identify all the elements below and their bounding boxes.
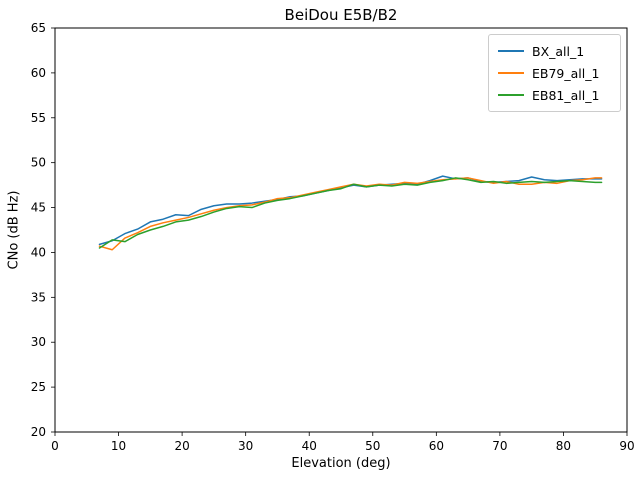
x-tick-label: 20 xyxy=(174,439,189,453)
legend-label: EB81_all_1 xyxy=(532,87,600,103)
legend-line-swatch xyxy=(498,94,524,96)
y-tick-label: 40 xyxy=(31,245,46,259)
legend: BX_all_1 EB79_all_1 EB81_all_1 xyxy=(488,34,621,112)
legend-line-swatch xyxy=(498,50,524,52)
series-line-BX_all_1 xyxy=(98,175,603,246)
y-tick-label: 20 xyxy=(31,425,46,439)
chart-title: BeiDou E5B/B2 xyxy=(284,6,398,24)
x-tick-label: 0 xyxy=(51,439,59,453)
x-tick-label: 40 xyxy=(302,439,317,453)
legend-entry: BX_all_1 xyxy=(498,40,610,62)
legend-entry: EB81_all_1 xyxy=(498,84,610,106)
x-tick-label: 90 xyxy=(619,439,634,453)
series-line-EB79_all_1 xyxy=(98,177,603,251)
x-axis-label: Elevation (deg) xyxy=(291,456,391,471)
y-tick-label: 50 xyxy=(31,156,46,170)
series-line-EB81_all_1 xyxy=(98,177,603,249)
legend-entry: EB79_all_1 xyxy=(498,62,610,84)
x-tick-label: 80 xyxy=(556,439,571,453)
y-tick-label: 55 xyxy=(31,111,46,125)
x-tick-label: 70 xyxy=(492,439,507,453)
x-tick-label: 60 xyxy=(429,439,444,453)
x-tick-label: 30 xyxy=(238,439,253,453)
y-tick-label: 45 xyxy=(31,201,46,215)
x-tick-label: 50 xyxy=(365,439,380,453)
y-tick-label: 35 xyxy=(31,290,46,304)
y-tick-label: 65 xyxy=(31,21,46,35)
y-tick-label: 30 xyxy=(31,335,46,349)
y-tick-label: 25 xyxy=(31,380,46,394)
legend-line-swatch xyxy=(498,72,524,74)
legend-label: EB79_all_1 xyxy=(532,65,600,81)
axes-frame xyxy=(54,27,628,433)
legend-label: BX_all_1 xyxy=(532,43,585,59)
x-tick-label: 10 xyxy=(111,439,126,453)
y-tick-label: 60 xyxy=(31,66,46,80)
